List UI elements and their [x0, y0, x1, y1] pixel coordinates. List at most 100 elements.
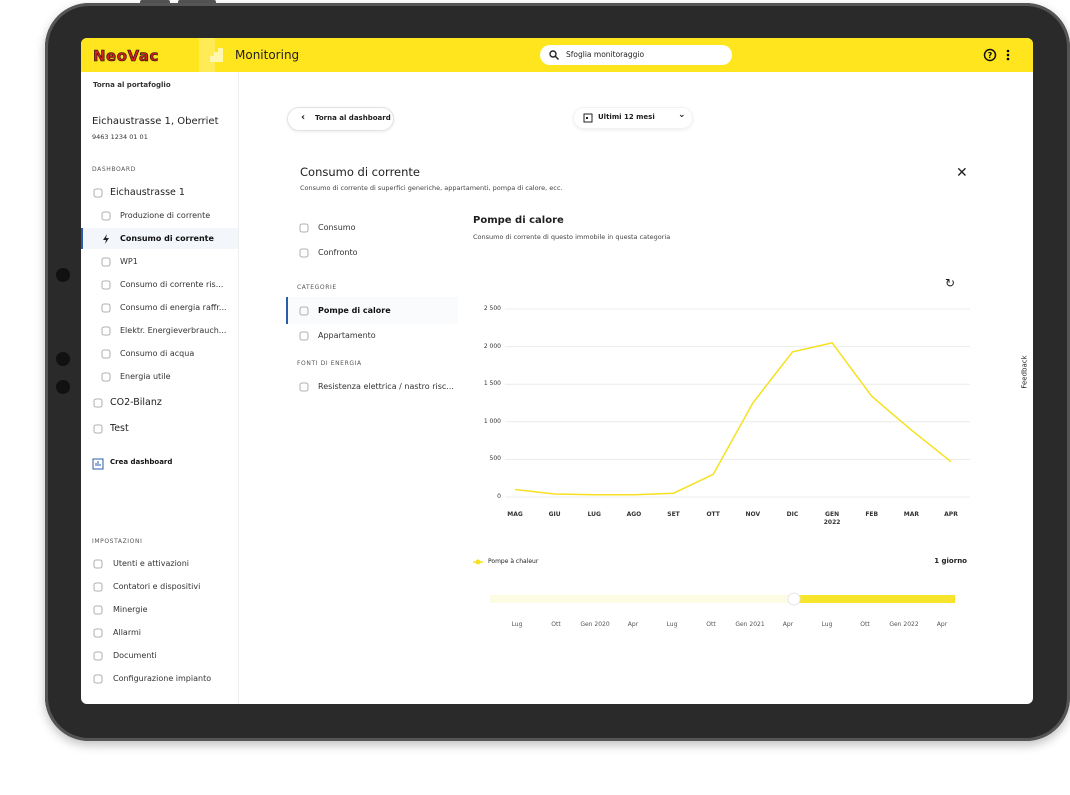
dashboard-link[interactable]: Consumo di acqua — [120, 349, 195, 358]
chart-subtitle: Consumo di corrente di questo immobile i… — [473, 233, 671, 241]
range-label: Ott — [551, 621, 561, 628]
back-link[interactable]: Torna al portafoglio — [93, 81, 171, 89]
sidebar: Torna al portafoglio Eichaustrasse 1, Obe… — [81, 72, 239, 704]
active-marker — [81, 228, 238, 249]
settings-link[interactable]: Utenti e attivazioni — [113, 559, 189, 568]
period-select[interactable]: Ultimi 12 mesi ⌄ — [573, 107, 693, 129]
category-link[interactable]: Appartamento — [318, 331, 376, 340]
icon — [93, 628, 103, 638]
x-tick-label: LUG — [587, 511, 601, 518]
chart-title: Pompe di calore — [473, 215, 564, 226]
y-tick-label: 1 000 — [483, 417, 501, 425]
icon — [103, 234, 109, 244]
icon — [101, 326, 111, 336]
x-tick-label: APR — [944, 511, 958, 518]
icon — [92, 458, 104, 470]
app-icon — [210, 48, 223, 62]
icon — [299, 248, 309, 258]
range-label: Ott — [706, 621, 716, 628]
range-label: Apr — [936, 621, 948, 628]
range-label: Ott — [860, 621, 870, 628]
camera — [56, 268, 70, 282]
legend-label: Pompe à chaleur — [488, 558, 539, 565]
search-field[interactable]: Sfoglia monitoraggio — [540, 45, 732, 65]
chevron: ‹ — [301, 112, 306, 123]
close-button[interactable]: ✕ — [956, 165, 968, 181]
dashboard-link[interactable]: Produzione di corrente — [120, 211, 211, 220]
x-tick-label: OTT — [706, 511, 720, 518]
create-dashboard[interactable]: Crea dashboard — [110, 458, 173, 466]
icon — [93, 188, 103, 198]
volume-button — [140, 0, 170, 4]
panel-title: Consumo di corrente — [300, 165, 420, 179]
svg-text:?: ? — [988, 51, 993, 60]
dashboard-link[interactable]: Consumo di corrente ris... — [120, 280, 224, 289]
range-handle[interactable] — [787, 592, 801, 606]
menu-link[interactable]: Consumo — [318, 223, 356, 232]
range-label: Lug — [666, 621, 678, 628]
dashboard-link[interactable]: Elektr. Energieverbrauch... — [120, 326, 227, 335]
section-heading: IMPOSTAZIONI — [92, 538, 143, 545]
icon — [299, 306, 309, 316]
dashboard-link[interactable]: Eichaustrasse 1 — [110, 187, 185, 198]
category-link[interactable]: Pompe di calore — [318, 306, 391, 315]
active-marker — [286, 297, 458, 324]
chevron: ⌄ — [678, 110, 686, 120]
x-tick-label: GIU — [548, 511, 561, 518]
menu-button[interactable] — [1005, 48, 1011, 62]
top-bar: NeoVac Monitoring Sfoglia monitoraggio ? — [81, 38, 1033, 72]
dashboard-link[interactable]: CO2-Bilanz — [110, 397, 162, 408]
period-label: Ultimi 12 mesi — [598, 113, 655, 121]
power-button — [178, 0, 216, 4]
range-label: Apr — [627, 621, 639, 628]
y-tick-label: 500 — [489, 455, 501, 463]
data-line — [514, 342, 952, 496]
icon — [93, 674, 103, 684]
settings-link[interactable]: Documenti — [113, 651, 157, 660]
icon — [93, 605, 103, 615]
icon — [299, 223, 309, 233]
icon — [93, 398, 103, 408]
help-button[interactable]: ? — [983, 48, 997, 62]
panel-subtitle: Consumo di corrente di superfici generic… — [300, 184, 563, 192]
y-tick-label: 2 500 — [483, 305, 501, 312]
x-tick-label: MAR — [903, 511, 919, 518]
property-name: Eichaustrasse 1, Oberriet — [92, 116, 219, 127]
range-track — [490, 595, 955, 603]
settings-link[interactable]: Contatori e dispositivi — [113, 582, 201, 591]
legend-swatch — [475, 559, 481, 565]
property-id: 9463 1234 01 01 — [92, 133, 148, 141]
icon — [93, 424, 103, 434]
dashboard-link[interactable]: Consumo di energia raffr... — [120, 303, 227, 312]
icon — [299, 382, 309, 392]
menu-link[interactable]: Confronto — [318, 248, 358, 257]
x-tick-label: FEB — [865, 511, 879, 518]
icon — [101, 303, 111, 313]
x-tick-label: MAG — [507, 511, 523, 518]
y-tick-label: 1 500 — [483, 380, 501, 388]
dashboard-link[interactable]: WP1 — [120, 257, 138, 266]
x-tick-label: AGO — [626, 511, 642, 518]
dashboard-link[interactable]: Consumo di corrente — [120, 234, 214, 243]
dashboard-link[interactable]: Test — [110, 423, 129, 434]
search-placeholder: Sfoglia monitoraggio — [566, 50, 645, 59]
settings-link[interactable]: Allarmi — [113, 628, 141, 637]
icon — [299, 331, 309, 341]
dashboard-link[interactable]: Energia utile — [120, 372, 171, 381]
range-label: Gen 2021 — [735, 621, 765, 628]
x-tick-label: GEN 2022 — [823, 511, 841, 526]
section-heading: FONTI DI ENERGIA — [297, 360, 362, 367]
logo[interactable]: NeoVac — [93, 47, 159, 66]
settings-link[interactable]: Configurazione impianto — [113, 674, 212, 683]
range-label: Lug — [821, 621, 833, 628]
source-link[interactable]: Resistenza elettrica / nastro risc... — [318, 382, 454, 391]
resolution-label: 1 giorno — [934, 557, 967, 565]
back-button[interactable]: Torna al dashboard ‹ — [287, 107, 394, 131]
section-heading: DASHBOARD — [92, 166, 136, 173]
screen: NeoVac Monitoring Sfoglia monitoraggio ?… — [81, 38, 1033, 704]
reset-button[interactable]: ↻ — [945, 276, 956, 290]
search-icon — [549, 50, 559, 60]
divider — [199, 38, 215, 72]
settings-link[interactable]: Minergie — [113, 605, 148, 614]
x-tick-label: SET — [667, 511, 680, 518]
